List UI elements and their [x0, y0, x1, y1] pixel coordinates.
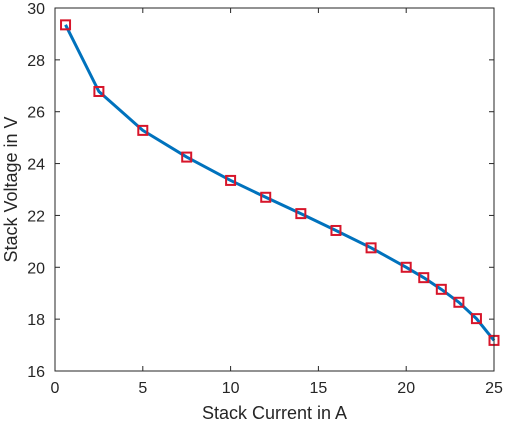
plot-frame — [54, 7, 495, 372]
x-axis-label: Stack Current in A — [202, 403, 347, 423]
data-point-marker — [453, 296, 465, 308]
y-tick-label: 22 — [27, 208, 45, 225]
x-tick-label: 25 — [485, 380, 503, 397]
data-point-marker — [260, 191, 272, 203]
y-tick-label: 26 — [27, 105, 45, 122]
x-tick-label: 10 — [222, 380, 240, 397]
data-point-marker — [470, 313, 482, 325]
y-tick-label: 16 — [27, 364, 45, 381]
data-point-marker — [330, 224, 342, 236]
data-point-marker — [400, 261, 412, 273]
y-tick-label: 28 — [27, 53, 45, 70]
series-line — [64, 24, 496, 342]
y-tick-label: 18 — [27, 312, 45, 329]
y-tick-label: 20 — [27, 260, 45, 277]
data-point-marker — [365, 242, 377, 254]
x-tick-label: 15 — [310, 380, 328, 397]
x-tick-label: 0 — [51, 380, 60, 397]
x-tick-label: 20 — [397, 380, 415, 397]
y-tick-label: 24 — [27, 157, 45, 174]
y-axis-label: Stack Voltage in V — [1, 116, 21, 262]
data-point-marker — [435, 283, 447, 295]
axes: 0 5 10 15 20 25 16 18 20 22 24 26 28 30 — [27, 1, 503, 397]
x-tick-label: 5 — [138, 380, 147, 397]
y-tick-label: 30 — [27, 1, 45, 18]
data-point-marker — [181, 151, 193, 163]
data-point-marker — [93, 85, 105, 97]
data-point-marker — [137, 124, 149, 136]
plot-area — [60, 19, 500, 346]
data-point-marker — [225, 174, 237, 186]
data-point-marker — [295, 208, 307, 220]
data-point-marker — [418, 272, 430, 284]
data-point-marker — [60, 19, 72, 31]
